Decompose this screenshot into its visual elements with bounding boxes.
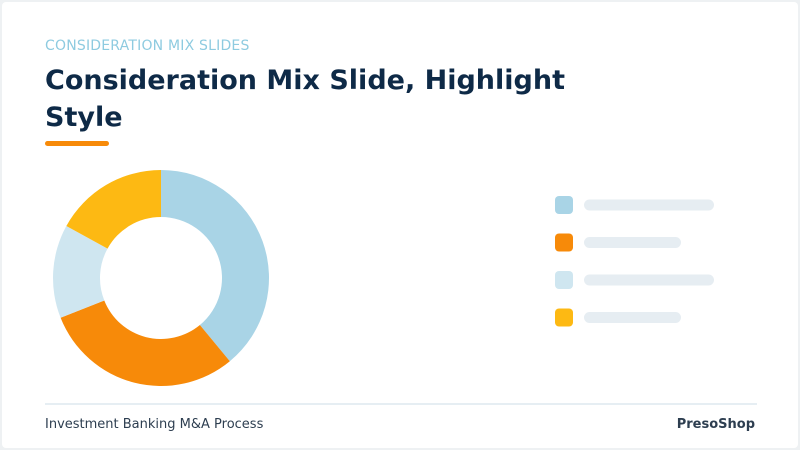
legend-placeholder: [584, 237, 681, 248]
legend-swatch: [555, 271, 573, 289]
donut-segment: [66, 170, 161, 249]
footer-brand: PresoShop: [676, 417, 755, 432]
slide-title: Consideration Mix Slide, Highlight Style: [45, 65, 565, 133]
legend-placeholder: [584, 312, 681, 323]
legend-swatch: [555, 308, 573, 327]
legend-placeholder: [584, 274, 714, 286]
title-underline: [45, 141, 109, 146]
donut-segment: [60, 300, 230, 386]
legend-placeholder: [584, 199, 714, 211]
eyebrow: CONSIDERATION MIX SLIDES: [45, 38, 250, 54]
donut-segment: [53, 225, 108, 318]
legend-swatch: [555, 196, 573, 214]
donut-segment: [161, 170, 269, 362]
legend-swatch: [555, 233, 573, 252]
footer-left: Investment Banking M&A Process: [45, 417, 264, 432]
footer-rule: [45, 403, 757, 405]
